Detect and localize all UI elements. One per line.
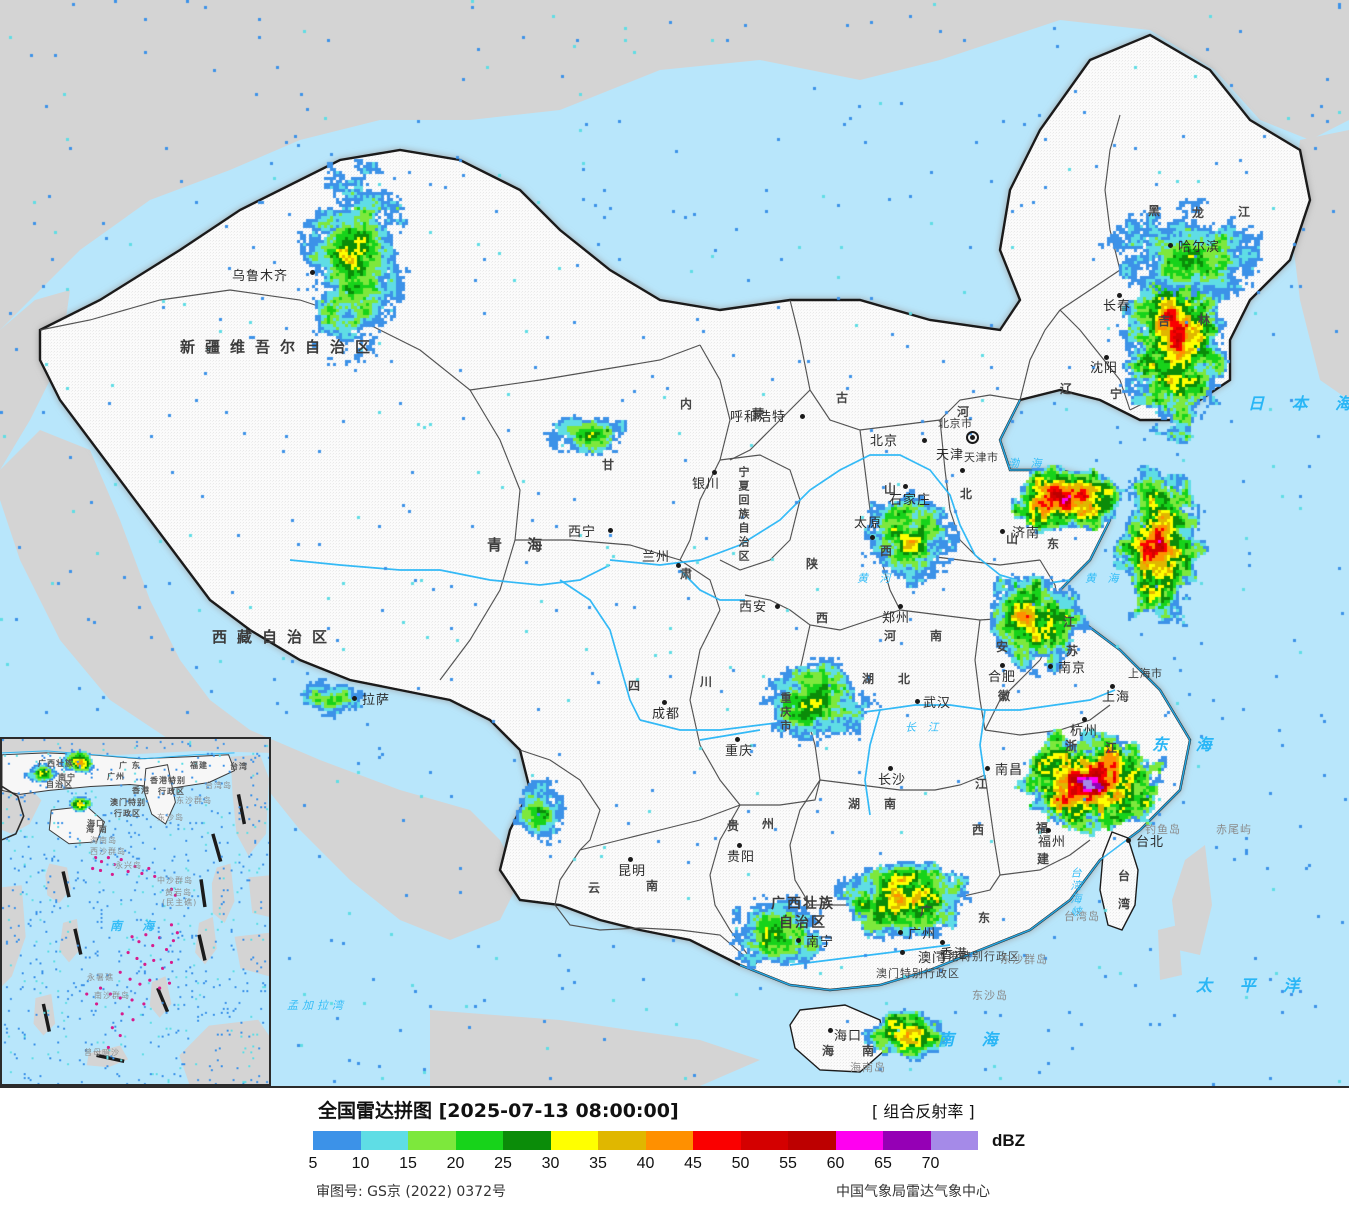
colorbar-tick-45: 45 (684, 1155, 702, 1172)
colorbar-tick-30: 30 (541, 1155, 560, 1172)
colorbar-tick-20: 20 (446, 1155, 465, 1172)
colorbar-tick-15: 15 (399, 1155, 417, 1172)
colorbar-tick-65: 65 (874, 1155, 892, 1172)
colorbar-band-50 (740, 1131, 788, 1150)
colorbar-tick-35: 35 (589, 1155, 607, 1172)
colorbar-band-15 (408, 1131, 456, 1150)
colorbar-band-25 (503, 1131, 551, 1150)
colorbar-band-65 (883, 1131, 931, 1150)
colorbar-band-40 (645, 1131, 693, 1150)
inset-basemap (2, 739, 269, 1084)
colorbar-band-70 (930, 1131, 978, 1150)
colorbar-tick-10: 10 (351, 1155, 370, 1172)
colorbar-tick-40: 40 (636, 1155, 655, 1172)
colorbar-tick-70: 70 (921, 1155, 940, 1172)
dbz-colorbar[interactable] (313, 1131, 978, 1150)
colorbar-band-45 (693, 1131, 741, 1150)
colorbar-tick-5: 5 (308, 1155, 318, 1172)
colorbar-band-20 (455, 1131, 503, 1150)
colorbar-band-55 (788, 1131, 836, 1150)
colorbar-tick-55: 55 (779, 1155, 797, 1172)
colorbar-unit-label: dBZ (992, 1131, 1026, 1150)
map-approval-number: 审图号: GS京 (2022) 0372号 (316, 1184, 506, 1200)
colorbar-tick-25: 25 (494, 1155, 512, 1172)
legend-title: 全国雷达拼图 [2025-07-13 08:00:00] (318, 1100, 679, 1122)
legend-header: 全国雷达拼图 [2025-07-13 08:00:00] [ 组合反射率 ] (0, 1096, 1349, 1122)
colorbar-tick-labels: 5 10 15 20 25 30 35 40 45 50 55 60 65 70 (0, 1155, 1349, 1175)
colorbar-band-5 (313, 1131, 361, 1150)
south-china-sea-inset[interactable]: 广西壮族 自治区广 东福建 台湾 香港特别 行政区 澳门特别 行政区海 南南宁 广州 海口 香港台… (0, 737, 271, 1086)
colorbar-band-30 (550, 1131, 598, 1150)
legend-product-type: [ 组合反射率 ] (872, 1102, 975, 1121)
colorbar-tick-60: 60 (826, 1155, 845, 1172)
agency-credit: 中国气象局雷达气象中心 (836, 1184, 990, 1200)
colorbar-band-10 (360, 1131, 408, 1150)
colorbar-band-35 (598, 1131, 646, 1150)
radar-map-canvas[interactable]: 新疆维吾尔自治区 西藏自治区青 海内蒙古甘肃宁夏回族自治区陕西山西河北北京市 天津市… (0, 0, 1349, 1086)
colorbar-band-60 (835, 1131, 883, 1150)
colorbar-tick-50: 50 (731, 1155, 750, 1172)
